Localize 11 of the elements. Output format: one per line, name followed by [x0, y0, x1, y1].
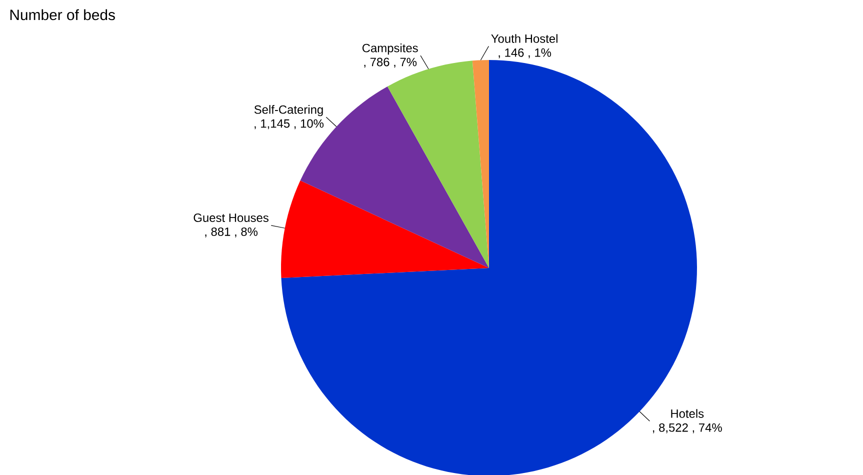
slice-label: Self-Catering	[254, 105, 323, 116]
slice-label: Youth Hostel	[491, 34, 558, 43]
slice-label: Guest Houses	[194, 214, 268, 222]
data-label: , 8,522 , 74%	[652, 423, 722, 434]
slice-label: Campsites	[362, 44, 418, 55]
text: Number of beds	[10, 9, 115, 20]
data-label: , 881 , 8%	[205, 227, 258, 238]
slice-label: Hotels	[671, 409, 704, 418]
data-label: , 146 , 1%	[498, 48, 552, 58]
data-label: , 1,145 , 10%	[254, 119, 324, 130]
data-label: , 786 , 7%	[364, 58, 417, 68]
